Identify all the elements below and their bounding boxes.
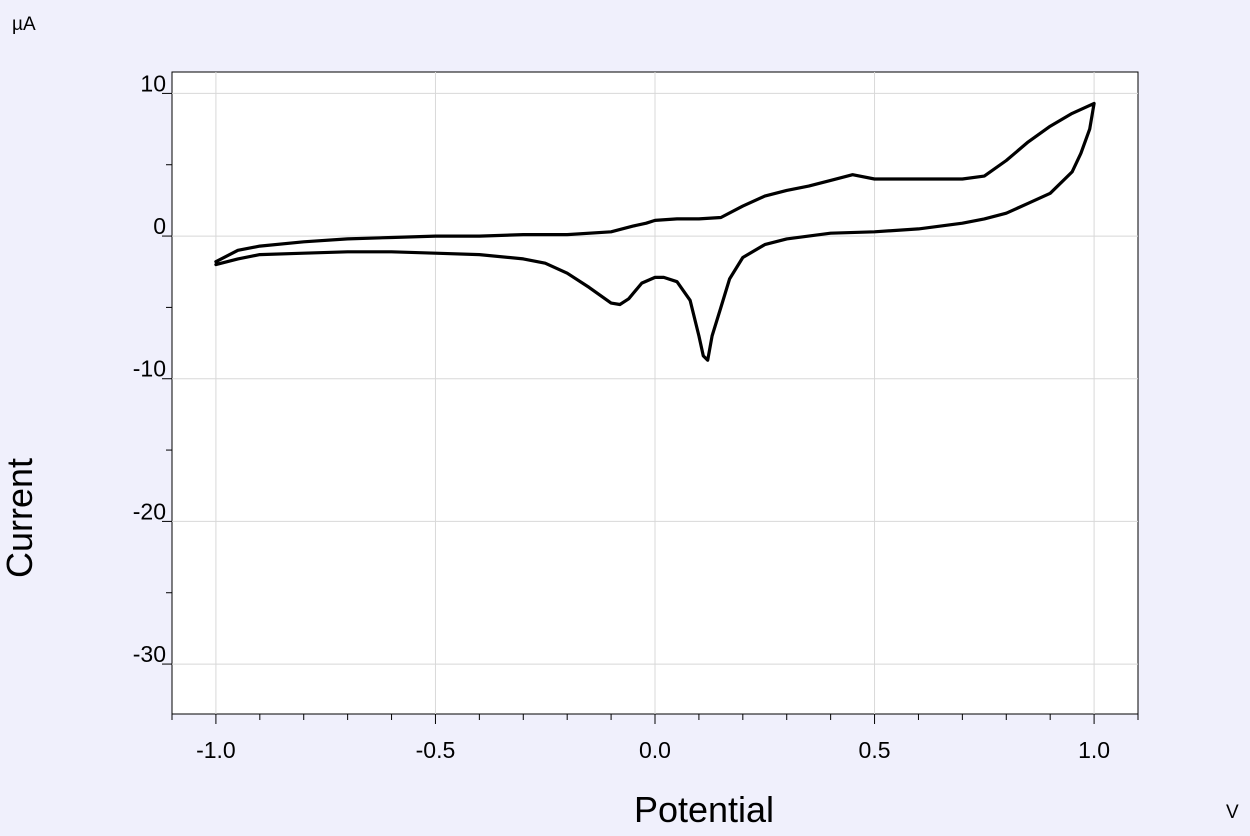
y-axis-title: Current [0,458,40,578]
x-tick-label: 0.0 [639,737,671,763]
y-tick-label: -10 [133,356,166,382]
y-tick-label: 0 [153,213,166,239]
x-unit-label: V [1226,802,1239,823]
y-tick-label: -30 [133,641,166,667]
y-unit-label: µA [12,14,36,35]
grid-lines [172,72,1138,714]
x-tick-label: 0.5 [859,737,891,763]
series-layer [214,101,1096,362]
axis-ticks [162,92,1139,724]
x-tick-label: -0.5 [416,737,456,763]
x-axis-title: Potential [634,789,774,830]
cv-series-line [214,101,1096,362]
y-tick-label: 10 [140,70,166,96]
x-tick-labels: -1.0 -0.5 0.0 0.5 1.0 [196,737,1110,763]
x-tick-label: -1.0 [196,737,236,763]
y-tick-label: -20 [133,498,166,524]
y-tick-labels: 10 0 -10 -20 -30 [133,70,166,667]
x-tick-label: 1.0 [1078,737,1110,763]
